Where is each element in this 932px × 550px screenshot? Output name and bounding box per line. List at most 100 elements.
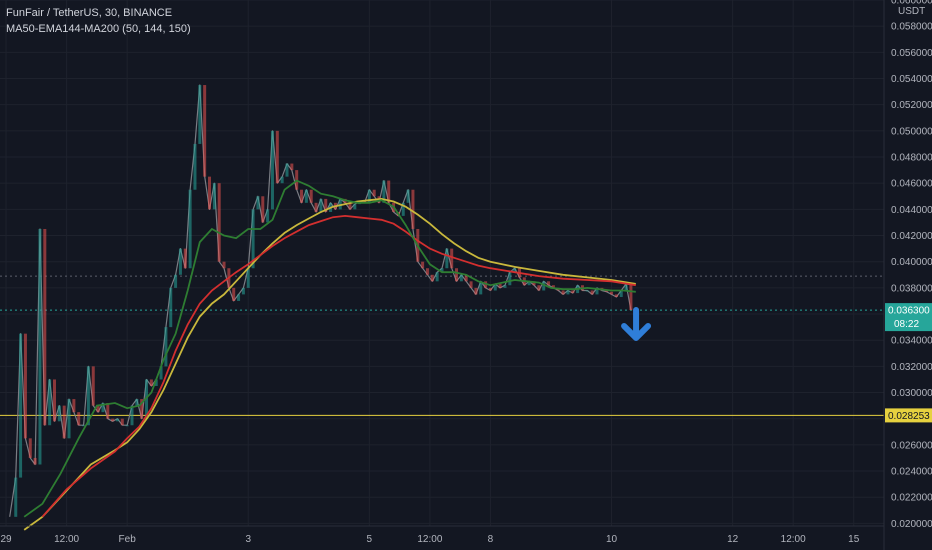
ma50-line: [23, 197, 636, 531]
candle: [48, 379, 52, 426]
candle: [513, 268, 517, 273]
candle: [537, 285, 541, 291]
candle: [474, 287, 478, 295]
candle: [125, 425, 129, 427]
candle: [280, 176, 284, 184]
candle: [203, 85, 207, 177]
candle: [193, 143, 197, 190]
candle: [488, 287, 492, 291]
candle: [33, 457, 37, 465]
candle: [610, 291, 614, 295]
candle: [159, 366, 163, 380]
candle: [164, 327, 168, 367]
candle: [154, 379, 158, 386]
candle: [251, 209, 255, 269]
y-tick-label: 0.056000: [891, 48, 932, 59]
candle: [542, 281, 546, 291]
x-tick-label: 10: [606, 534, 618, 545]
candle: [382, 180, 386, 203]
candle: [479, 281, 483, 295]
y-tick-label: 0.040000: [891, 257, 932, 268]
candle: [101, 403, 105, 413]
support-price-text: 0.028253: [888, 411, 930, 422]
currency-label: USDT: [898, 6, 925, 17]
ema144-line: [41, 214, 636, 518]
candle: [237, 294, 241, 301]
y-tick-label: 0.030000: [891, 388, 932, 399]
candle: [270, 130, 274, 210]
candle: [464, 274, 468, 282]
down-arrow-icon: [621, 306, 652, 341]
candle: [353, 204, 357, 210]
y-tick-label: 0.022000: [891, 493, 932, 504]
y-tick-label: 0.038000: [891, 283, 932, 294]
countdown-text: 08:22: [894, 319, 919, 330]
candle: [67, 399, 71, 439]
candle: [72, 399, 76, 413]
price-axis[interactable]: 0.0200000.0220000.0240000.0260000.028000…: [891, 0, 932, 530]
candle: [508, 272, 512, 286]
x-tick-label: 15: [848, 534, 860, 545]
candle: [445, 248, 449, 269]
y-tick-label: 0.048000: [891, 153, 932, 164]
candle: [106, 403, 110, 419]
candle: [348, 202, 352, 210]
candle: [614, 294, 618, 298]
y-tick-label: 0.058000: [891, 22, 932, 33]
candle: [96, 405, 100, 413]
candle: [590, 290, 594, 295]
candle: [469, 281, 473, 288]
candle: [256, 196, 260, 210]
y-tick-label: 0.032000: [891, 362, 932, 373]
x-tick-label: Feb: [119, 534, 137, 545]
candle: [232, 287, 236, 301]
candle: [135, 399, 139, 406]
candle: [367, 189, 371, 203]
time-axis[interactable]: 29 12:00 Feb 3 5 12:00 8 10 12 12:00 15: [0, 534, 859, 545]
y-tick-label: 0.060000: [891, 0, 932, 7]
candle: [547, 281, 551, 286]
candle: [246, 268, 250, 288]
candle: [169, 287, 173, 328]
x-tick-label: 12: [727, 534, 739, 545]
y-tick-label: 0.026000: [891, 440, 932, 451]
candle: [91, 366, 95, 406]
candle: [566, 290, 570, 295]
candle: [319, 198, 323, 212]
candle: [309, 189, 313, 203]
candle: [411, 189, 415, 229]
candle: [532, 281, 536, 286]
candle: [503, 285, 507, 288]
candle: [440, 268, 444, 273]
price-series: [9, 84, 633, 517]
candle: [86, 366, 90, 426]
candle: [585, 290, 589, 292]
candle: [178, 248, 182, 275]
candle: [38, 228, 42, 465]
candle: [551, 285, 555, 288]
y-tick-label: 0.044000: [891, 205, 932, 216]
symbol-title: FunFair / TetherUS, 30, BINANCE: [6, 7, 172, 19]
candle: [387, 180, 391, 203]
candle: [120, 418, 124, 426]
price-tags: 0.028253 0.036300 08:22: [885, 303, 932, 423]
candle: [459, 274, 463, 282]
y-tick-label: 0.042000: [891, 231, 932, 242]
candle: [314, 202, 318, 212]
ma200-line: [23, 179, 636, 518]
candle: [455, 268, 459, 282]
y-tick-label: 0.050000: [891, 126, 932, 137]
candle: [401, 202, 405, 216]
last-price-tag: [885, 303, 932, 332]
y-tick-label: 0.052000: [891, 100, 932, 111]
candle: [372, 189, 376, 197]
candle: [527, 281, 531, 286]
candle: [222, 261, 226, 269]
chart-grid: [0, 0, 884, 526]
candle: [62, 405, 66, 439]
candle: [338, 198, 342, 210]
candle: [605, 290, 609, 292]
x-tick-label: 8: [488, 534, 494, 545]
candle: [406, 189, 410, 203]
